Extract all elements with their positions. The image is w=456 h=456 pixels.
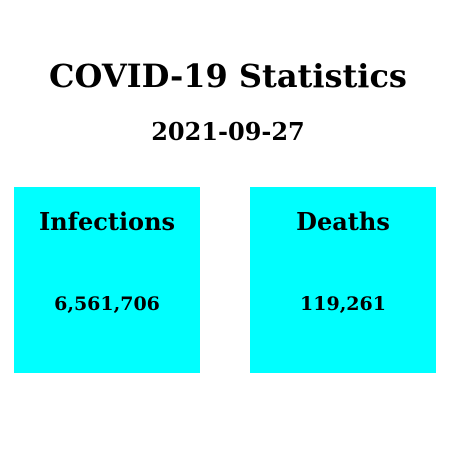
stats-date: 2021-09-27 — [151, 117, 305, 146]
deaths-card: Deaths 119,261 — [250, 187, 436, 373]
page-title: COVID-19 Statistics — [49, 57, 407, 95]
infections-card: Infections 6,561,706 — [14, 187, 200, 373]
deaths-label: Deaths — [296, 207, 390, 236]
infections-label: Infections — [38, 207, 176, 236]
deaths-value: 119,261 — [300, 293, 386, 315]
infections-value: 6,561,706 — [54, 293, 160, 315]
